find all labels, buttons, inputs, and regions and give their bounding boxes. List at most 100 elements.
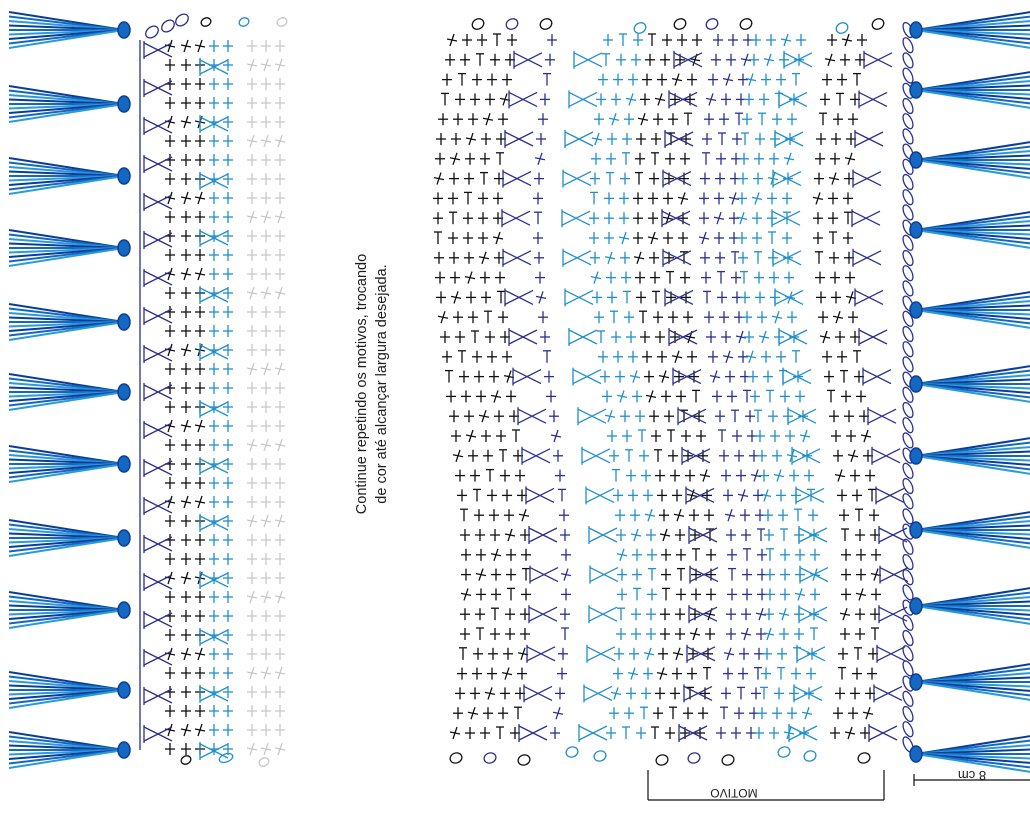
cross-stitch-mark: [562, 171, 592, 187]
cross-stitch-mark: [199, 458, 229, 474]
slanted-stitch-mark: [183, 343, 189, 357]
cross-stitch-mark: [577, 408, 607, 424]
slanted-stitch-mark: [748, 73, 754, 86]
cross-stitch-mark: [798, 606, 828, 622]
cross-stitch-mark: [143, 612, 173, 628]
chain-stitch-mark: [705, 18, 719, 30]
slanted-stitch-mark: [692, 627, 698, 641]
slanted-stitch-mark: [636, 251, 642, 265]
chain-stitch-mark: [871, 18, 885, 30]
slanted-stitch-mark: [593, 271, 599, 284]
tassel-strand: [8, 537, 125, 557]
chain-stitch-mark: [902, 690, 914, 707]
chain-stitch-mark: [902, 113, 914, 130]
slanted-stitch-mark: [277, 362, 283, 376]
cross-stitch-mark: [586, 646, 616, 662]
cross-stitch-mark: [852, 250, 882, 266]
slanted-stitch-mark: [452, 152, 458, 166]
chain-stitch-mark: [902, 553, 914, 571]
tassel-strand: [8, 175, 125, 195]
instruction-line-1: Continue repetindo os motivos, trocando: [354, 253, 370, 515]
slanted-stitch-mark: [662, 528, 668, 542]
cross-stitch-mark: [143, 650, 173, 666]
chain-stitch-mark: [739, 18, 753, 30]
slanted-stitch-mark: [167, 267, 173, 281]
slanted-stitch-mark: [249, 438, 255, 452]
chain-stitch-mark: [902, 325, 914, 343]
slanted-stitch-mark: [183, 723, 189, 737]
chain-stitch-mark: [687, 752, 701, 764]
slanted-stitch-mark: [659, 667, 665, 680]
scale-label: 8 cm: [957, 768, 987, 783]
chain-stitch-mark: [902, 538, 914, 555]
slanted-stitch-mark: [774, 310, 780, 324]
slanted-stitch-mark: [555, 706, 561, 720]
cross-stitch-mark: [199, 287, 229, 303]
slanted-stitch-mark: [263, 666, 269, 680]
slanted-stitch-mark: [754, 192, 760, 205]
tassel-strand: [915, 681, 1030, 701]
chain-stitch-mark: [902, 629, 914, 647]
slanted-stitch-mark: [538, 291, 544, 304]
tassel-strand: [915, 455, 1030, 475]
cross-stitch-mark: [688, 606, 718, 622]
slanted-stitch-mark: [277, 742, 283, 756]
tassel-knot: [909, 221, 923, 239]
slanted-stitch-mark: [611, 112, 617, 126]
cross-stitch-mark: [199, 344, 229, 360]
tassel-strand: [8, 391, 125, 411]
slanted-stitch-mark: [753, 469, 759, 482]
slanted-stitch-mark: [263, 58, 269, 72]
chain-stitch-mark: [902, 249, 914, 267]
slanted-stitch-mark: [630, 667, 636, 680]
cross-stitch-mark: [143, 270, 173, 286]
cross-stitch-mark: [501, 210, 531, 226]
cross-stitch-mark: [871, 448, 901, 464]
slanted-stitch-mark: [743, 53, 749, 67]
chain-stitch-mark: [471, 18, 485, 30]
cross-stitch-mark: [788, 725, 818, 741]
cross-stitch-mark: [668, 91, 698, 107]
slanted-stitch-mark: [865, 706, 871, 720]
slanted-stitch-mark: [628, 93, 634, 106]
slanted-stitch-mark: [263, 742, 269, 756]
cross-stitch-mark: [143, 384, 173, 400]
slanted-stitch-mark: [263, 514, 269, 528]
cross-stitch-mark: [199, 572, 229, 588]
cross-stitch-mark: [589, 567, 619, 583]
chain-stitch-mark: [593, 750, 607, 762]
chain-stitch-mark: [902, 310, 914, 327]
chain-stitch-mark: [902, 386, 914, 403]
slanted-stitch-mark: [521, 508, 527, 522]
chain-stitch-mark: [902, 401, 914, 419]
cross-stitch-mark: [878, 606, 908, 622]
tassel-strand: [915, 383, 1030, 403]
tassel-knot: [117, 529, 131, 547]
slanted-stitch-mark: [493, 548, 499, 562]
cross-stitch-mark: [199, 686, 229, 702]
tassel-knot: [117, 601, 131, 619]
slanted-stitch-mark: [487, 687, 493, 700]
slanted-stitch-mark: [263, 590, 269, 604]
cross-stitch-mark: [199, 173, 229, 189]
tassel-knot: [909, 745, 923, 763]
chain-stitch-mark: [145, 25, 159, 39]
slanted-stitch-mark: [478, 568, 484, 581]
instruction-line-2: de cor até alcançar largura desejada.: [374, 264, 390, 504]
slanted-stitch-mark: [249, 514, 255, 528]
cross-stitch-mark: [851, 210, 881, 226]
cross-stitch-mark: [564, 131, 594, 147]
slanted-stitch-mark: [263, 362, 269, 376]
slanted-stitch-mark: [183, 191, 189, 205]
slanted-stitch-mark: [183, 115, 189, 129]
chain-stitch-mark: [505, 18, 519, 30]
cross-stitch-mark: [143, 498, 173, 514]
cross-stitch-mark: [521, 448, 551, 464]
slanted-stitch-mark: [835, 310, 841, 324]
cross-stitch-mark: [689, 567, 719, 583]
slanted-stitch-mark: [725, 350, 731, 364]
slanted-stitch-mark: [263, 210, 269, 224]
cross-stitch-mark: [528, 606, 558, 622]
chain-stitch-mark: [655, 754, 669, 766]
